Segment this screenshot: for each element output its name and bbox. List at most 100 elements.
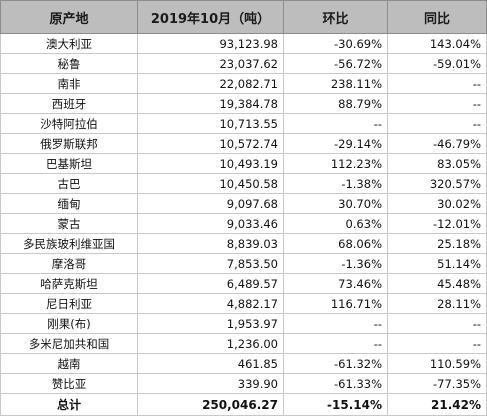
cell-yoy: 30.02% — [387, 193, 487, 214]
table-row: 西班牙 19,384.78 88.79% -- — [0, 93, 487, 114]
cell-volume: 19,384.78 — [137, 93, 284, 114]
cell-yoy: -77.35% — [387, 373, 487, 394]
cell-volume: 8,839.03 — [137, 233, 284, 254]
cell-country: 澳大利亚 — [0, 33, 138, 54]
cell-country: 沙特阿拉伯 — [0, 113, 138, 134]
cell-yoy: 110.59% — [387, 353, 487, 374]
header-row: 原产地 2019年10月（吨） 环比 同比 — [0, 0, 487, 34]
cell-volume: 9,097.68 — [137, 193, 284, 214]
cell-volume: 6,489.57 — [137, 273, 284, 294]
table-row: 越南 461.85 -61.32% 110.59% — [0, 353, 487, 374]
header-mom: 环比 — [283, 0, 388, 34]
table-row: 尼日利亚 4,882.17 116.71% 28.11% — [0, 293, 487, 314]
table-row: 哈萨克斯坦 6,489.57 73.46% 45.48% — [0, 273, 487, 294]
cell-yoy: -- — [387, 73, 487, 94]
cell-volume: 10,493.19 — [137, 153, 284, 174]
cell-volume: 23,037.62 — [137, 53, 284, 74]
cell-country: 蒙古 — [0, 213, 138, 234]
table-row: 多米尼加共和国 1,236.00 -- -- — [0, 333, 487, 354]
cell-yoy: -46.79% — [387, 133, 487, 154]
table-row: 沙特阿拉伯 10,713.55 -- -- — [0, 113, 487, 134]
cell-mom: 88.79% — [283, 93, 388, 114]
table-row: 刚果(布) 1,953.97 -- -- — [0, 313, 487, 334]
table-header: 原产地 2019年10月（吨） 环比 同比 — [0, 0, 487, 34]
cell-volume: 22,082.71 — [137, 73, 284, 94]
cell-country: 多民族玻利维亚国 — [0, 233, 138, 254]
table-row: 多民族玻利维亚国 8,839.03 68.06% 25.18% — [0, 233, 487, 254]
table-row: 蒙古 9,033.46 0.63% -12.01% — [0, 213, 487, 234]
cell-mom: -1.38% — [283, 173, 388, 194]
cell-yoy: -- — [387, 333, 487, 354]
cell-yoy: -12.01% — [387, 213, 487, 234]
cell-mom: 68.06% — [283, 233, 388, 254]
total-yoy: 21.42% — [387, 393, 487, 416]
cell-volume: 461.85 — [137, 353, 284, 374]
cell-country: 缅甸 — [0, 193, 138, 214]
cell-country: 俄罗斯联邦 — [0, 133, 138, 154]
cell-country: 多米尼加共和国 — [0, 333, 138, 354]
cell-mom: 116.71% — [283, 293, 388, 314]
total-row: 总计 250,046.27 -15.14% 21.42% — [0, 393, 487, 416]
cell-country: 秘鲁 — [0, 53, 138, 74]
table-row: 摩洛哥 7,853.50 -1.36% 51.14% — [0, 253, 487, 274]
table-row: 缅甸 9,097.68 30.70% 30.02% — [0, 193, 487, 214]
total-volume: 250,046.27 — [137, 393, 284, 416]
cell-country: 古巴 — [0, 173, 138, 194]
cell-volume: 10,450.58 — [137, 173, 284, 194]
cell-mom: 73.46% — [283, 273, 388, 294]
cell-yoy: 320.57% — [387, 173, 487, 194]
cell-yoy: 51.14% — [387, 253, 487, 274]
cell-yoy: -- — [387, 93, 487, 114]
cell-volume: 10,572.74 — [137, 133, 284, 154]
header-volume: 2019年10月（吨） — [137, 0, 284, 34]
total-mom: -15.14% — [283, 393, 388, 416]
cell-volume: 4,882.17 — [137, 293, 284, 314]
table-row: 巴基斯坦 10,493.19 112.23% 83.05% — [0, 153, 487, 174]
cell-volume: 7,853.50 — [137, 253, 284, 274]
cell-yoy: 45.48% — [387, 273, 487, 294]
header-yoy: 同比 — [387, 0, 487, 34]
cell-volume: 9,033.46 — [137, 213, 284, 234]
cell-yoy: 83.05% — [387, 153, 487, 174]
cell-volume: 1,236.00 — [137, 333, 284, 354]
cell-mom: -1.36% — [283, 253, 388, 274]
table-row: 澳大利亚 93,123.98 -30.69% 143.04% — [0, 33, 487, 54]
cell-volume: 10,713.55 — [137, 113, 284, 134]
cell-mom: 112.23% — [283, 153, 388, 174]
cell-mom: 238.11% — [283, 73, 388, 94]
cell-yoy: -- — [387, 313, 487, 334]
header-origin: 原产地 — [0, 0, 138, 34]
cell-country: 哈萨克斯坦 — [0, 273, 138, 294]
cell-mom: -61.32% — [283, 353, 388, 374]
cell-mom: -- — [283, 333, 388, 354]
cell-country: 刚果(布) — [0, 313, 138, 334]
cell-yoy: -- — [387, 113, 487, 134]
total-label: 总计 — [0, 393, 138, 416]
cell-mom: -56.72% — [283, 53, 388, 74]
cell-yoy: -59.01% — [387, 53, 487, 74]
cell-country: 摩洛哥 — [0, 253, 138, 274]
cell-country: 西班牙 — [0, 93, 138, 114]
cell-volume: 93,123.98 — [137, 33, 284, 54]
cell-mom: -61.33% — [283, 373, 388, 394]
table-body: 澳大利亚 93,123.98 -30.69% 143.04% 秘鲁 23,037… — [0, 33, 487, 416]
cell-mom: -29.14% — [283, 133, 388, 154]
cell-yoy: 25.18% — [387, 233, 487, 254]
cell-volume: 339.90 — [137, 373, 284, 394]
cell-country: 尼日利亚 — [0, 293, 138, 314]
cell-yoy: 143.04% — [387, 33, 487, 54]
cell-country: 巴基斯坦 — [0, 153, 138, 174]
table-row: 秘鲁 23,037.62 -56.72% -59.01% — [0, 53, 487, 74]
cell-country: 越南 — [0, 353, 138, 374]
table-row: 赞比亚 339.90 -61.33% -77.35% — [0, 373, 487, 394]
cell-mom: -- — [283, 113, 388, 134]
cell-mom: -30.69% — [283, 33, 388, 54]
table-row: 南非 22,082.71 238.11% -- — [0, 73, 487, 94]
cell-country: 南非 — [0, 73, 138, 94]
cell-volume: 1,953.97 — [137, 313, 284, 334]
cell-mom: 0.63% — [283, 213, 388, 234]
cell-mom: 30.70% — [283, 193, 388, 214]
cell-mom: -- — [283, 313, 388, 334]
